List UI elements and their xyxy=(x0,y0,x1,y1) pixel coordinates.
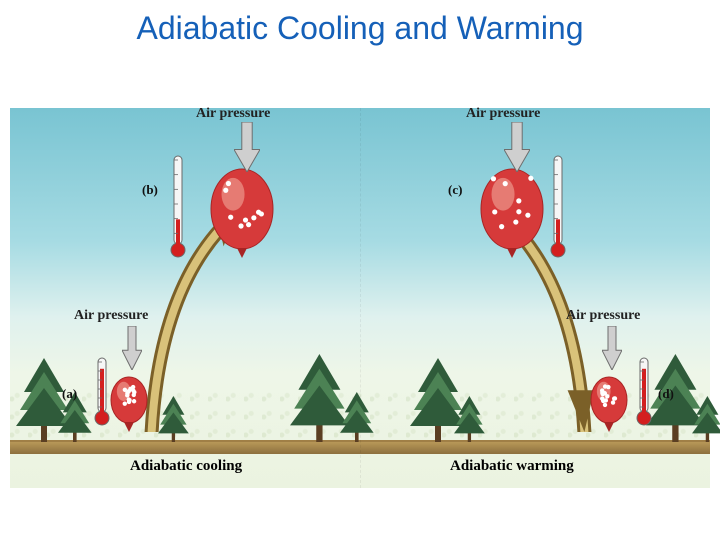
pressure-arrow-b xyxy=(234,122,260,177)
tree-icon xyxy=(692,396,720,442)
pressure-arrow-d xyxy=(602,326,622,375)
tree-icon xyxy=(340,392,374,442)
tag-d: (d) xyxy=(658,386,674,402)
thermometer-c xyxy=(550,154,566,263)
caption-warming: Adiabatic warming xyxy=(450,458,574,475)
thermometer-d xyxy=(636,356,652,431)
air-parcel-balloon-c xyxy=(480,168,544,265)
air-parcel-balloon-d xyxy=(590,376,628,439)
pressure-arrow-c xyxy=(504,122,530,177)
tag-b: (b) xyxy=(142,182,158,198)
air-parcel-balloon-a xyxy=(110,376,148,439)
air-pressure-label-a: Air pressure xyxy=(74,308,148,324)
tag-c: (c) xyxy=(448,182,462,198)
caption-cooling: Adiabatic cooling xyxy=(130,458,242,475)
page-title: Adiabatic Cooling and Warming xyxy=(0,0,720,55)
air-pressure-label-c: Air pressure xyxy=(466,106,540,122)
air-parcel-balloon-b xyxy=(210,168,274,265)
diagram-area: Air pressure Air pressure Air pressure A… xyxy=(10,108,710,488)
air-pressure-label-b: Air pressure xyxy=(196,106,270,122)
tag-a: (a) xyxy=(62,386,77,402)
pressure-arrow-a xyxy=(122,326,142,375)
thermometer-a xyxy=(94,356,110,431)
air-pressure-label-d: Air pressure xyxy=(566,308,640,324)
thermometer-b xyxy=(170,154,186,263)
